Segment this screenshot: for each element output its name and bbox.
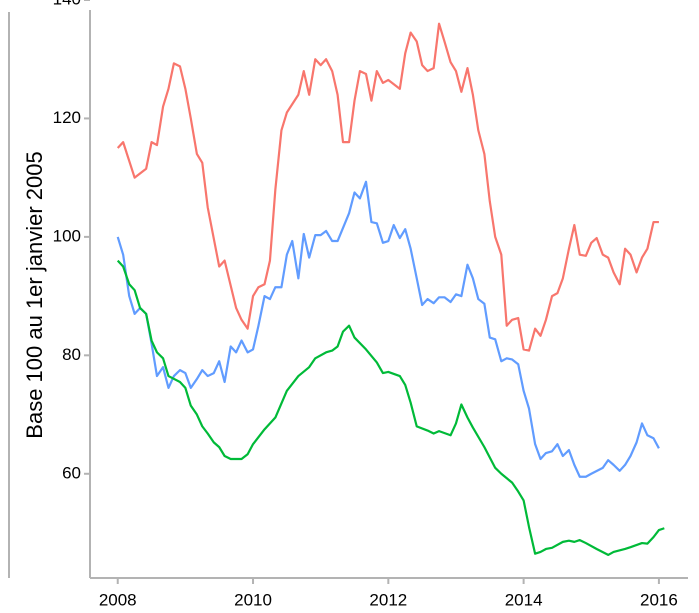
y-tick-label: 100 — [53, 226, 81, 245]
y-tick-label: 140 — [53, 0, 81, 8]
y-tick-label: 60 — [62, 463, 81, 482]
x-tick-label: 2016 — [640, 590, 678, 609]
y-tick-label: 120 — [53, 108, 81, 127]
series-line — [116, 22, 659, 352]
series-line — [116, 180, 660, 478]
x-tick-label: 2012 — [369, 590, 407, 609]
y-axis-label: Base 100 au 1er janvier 2005 — [22, 151, 47, 438]
y-tick-label: 80 — [62, 345, 81, 364]
x-tick-label: 2014 — [505, 590, 543, 609]
x-tick-label: 2008 — [99, 590, 137, 609]
x-tick-label: 2010 — [234, 590, 272, 609]
series-line — [116, 259, 665, 557]
